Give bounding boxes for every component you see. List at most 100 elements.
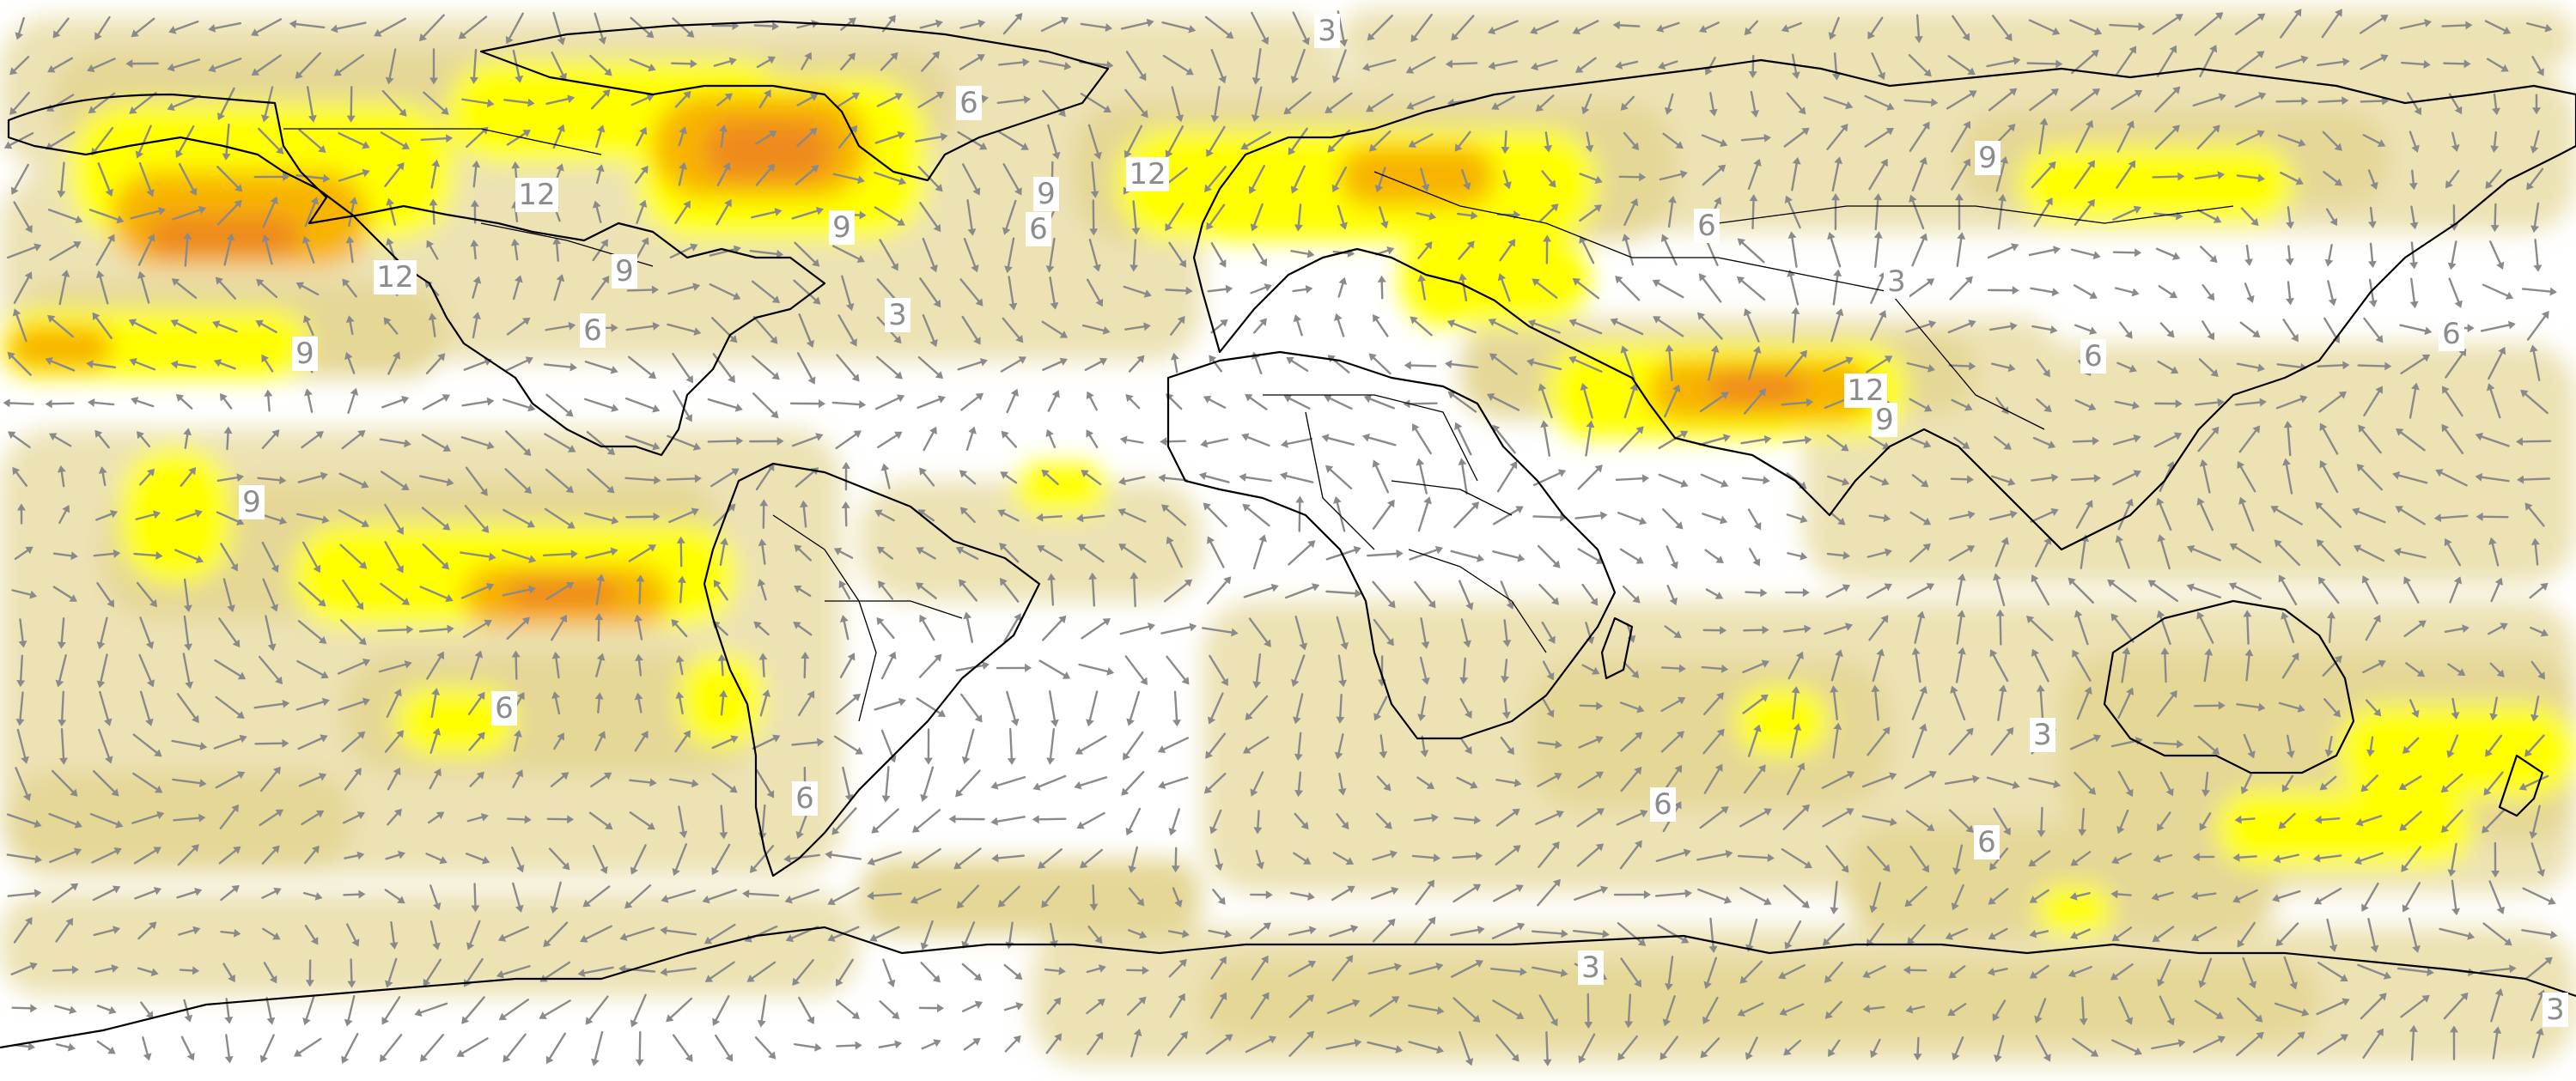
wind-vector-arrow	[660, 926, 697, 936]
wind-vector-arrow	[1459, 657, 1469, 685]
wind-vector-arrow	[1739, 887, 1772, 906]
wind-vector-arrow	[1622, 234, 1635, 266]
wind-vector-arrow	[544, 433, 576, 452]
wind-vector-arrow	[1367, 15, 1393, 41]
wind-vector-arrow	[668, 778, 699, 788]
wind-vector-arrow	[1831, 52, 1841, 81]
wind-vector-arrow	[1372, 580, 1396, 609]
wind-vector-arrow	[428, 811, 445, 824]
wind-vector-arrow	[704, 961, 735, 982]
wind-vector-arrow	[1745, 588, 1768, 598]
wind-vector-arrow	[2036, 398, 2052, 413]
wind-vector-arrow	[2451, 131, 2460, 153]
wind-vector-arrow	[1406, 95, 1435, 110]
wind-vector-arrow	[465, 853, 490, 865]
wind-vector-arrow	[136, 581, 158, 608]
wind-vector-arrow	[1654, 889, 1692, 898]
wind-vector-arrow	[7, 351, 32, 376]
wind-vector-arrow	[472, 276, 482, 299]
wind-vector-arrow	[1337, 276, 1348, 298]
wind-vector-arrow	[2278, 574, 2298, 606]
contour-label-text: 3	[1887, 264, 1906, 299]
wind-vector-arrow	[2522, 887, 2556, 905]
wind-vector-arrow	[2110, 613, 2134, 643]
wind-vector-arrow	[1866, 583, 1892, 599]
wind-vector-arrow	[216, 511, 245, 525]
wind-vector-arrow	[842, 461, 851, 491]
wind-vector-arrow	[295, 173, 331, 183]
wind-vector-arrow	[2192, 853, 2215, 862]
wind-vector-arrow	[1660, 696, 1686, 713]
wind-vector-arrow	[1076, 811, 1105, 829]
wind-vector-arrow	[1492, 999, 1525, 1019]
wind-vector-arrow	[131, 397, 155, 408]
wind-vector-arrow	[512, 49, 523, 83]
wind-vector-arrow	[1861, 815, 1897, 827]
wind-vector-arrow	[2112, 434, 2141, 446]
wind-vector-arrow	[172, 778, 207, 788]
contour-label: 3	[2030, 718, 2055, 752]
wind-vector-arrow	[1168, 241, 1187, 268]
wind-vector-arrow	[1171, 847, 1180, 873]
wind-vector-arrow	[2069, 19, 2103, 35]
wind-vector-arrow	[668, 507, 699, 524]
wind-vector-arrow	[2275, 922, 2299, 947]
wind-vector-arrow	[1377, 275, 1386, 300]
wind-vector-arrow	[54, 1005, 77, 1015]
wind-vector-arrow	[1742, 659, 1769, 674]
wind-vector-arrow	[1907, 924, 1926, 945]
wind-vector-arrow	[2315, 501, 2342, 529]
wind-vector-arrow	[922, 237, 938, 273]
wind-vector-arrow	[1090, 161, 1099, 198]
wind-vector-arrow	[176, 887, 203, 899]
wind-vector-arrow	[1737, 238, 1765, 264]
wind-vector-arrow	[2238, 425, 2261, 453]
wind-vector-arrow	[1577, 771, 1604, 789]
wind-vector-arrow	[512, 769, 524, 789]
wind-vector-arrow	[1417, 496, 1432, 532]
wind-vector-arrow	[675, 691, 685, 715]
wind-vector-arrow	[2154, 86, 2181, 112]
wind-vector-arrow	[378, 660, 412, 673]
wind-vector-arrow	[629, 778, 657, 787]
wind-vector-arrow	[959, 54, 985, 70]
wind-vector-arrow	[2399, 18, 2432, 30]
wind-vector-arrow	[1457, 210, 1478, 220]
wind-vector-arrow	[138, 161, 155, 197]
wind-vector-arrow	[716, 198, 732, 226]
wind-vector-arrow	[1783, 127, 1810, 148]
wind-vector-arrow	[1006, 690, 1020, 726]
wind-vector-arrow	[2318, 391, 2348, 413]
contour-label: 9	[1872, 403, 1897, 437]
wind-vector-arrow	[1537, 878, 1561, 907]
wind-vector-arrow	[2199, 459, 2211, 494]
wind-vector-arrow	[258, 655, 283, 685]
wind-vector-arrow	[471, 883, 480, 913]
wind-vector-arrow	[2520, 389, 2549, 415]
wind-vector-arrow	[635, 1030, 644, 1066]
wind-vector-arrow	[47, 57, 74, 73]
wind-vector-arrow	[585, 995, 609, 1025]
wind-vector-arrow	[876, 93, 904, 107]
wind-vector-arrow	[1826, 550, 1851, 560]
wind-vector-arrow	[2110, 890, 2132, 899]
wind-vector-arrow	[177, 844, 199, 866]
wind-vector-arrow	[215, 695, 245, 720]
wind-vector-arrow	[1088, 572, 1098, 607]
wind-vector-arrow	[1862, 965, 1886, 979]
wind-vector-arrow	[345, 923, 360, 947]
contour-label: 12	[515, 178, 558, 212]
wind-vector-arrow	[49, 847, 82, 864]
wind-vector-arrow	[2492, 1026, 2502, 1060]
wind-vector-arrow	[955, 546, 979, 561]
wind-vector-arrow	[138, 653, 155, 688]
wind-vector-arrow	[667, 323, 702, 336]
wind-vector-arrow	[1080, 22, 1113, 33]
wind-vector-arrow	[2028, 246, 2061, 257]
wind-vector-arrow	[711, 317, 738, 343]
wind-vector-arrow	[2159, 322, 2175, 338]
wind-vector-arrow	[502, 398, 536, 412]
wind-vector-arrow	[916, 582, 937, 599]
contour-label: 12	[374, 260, 417, 295]
